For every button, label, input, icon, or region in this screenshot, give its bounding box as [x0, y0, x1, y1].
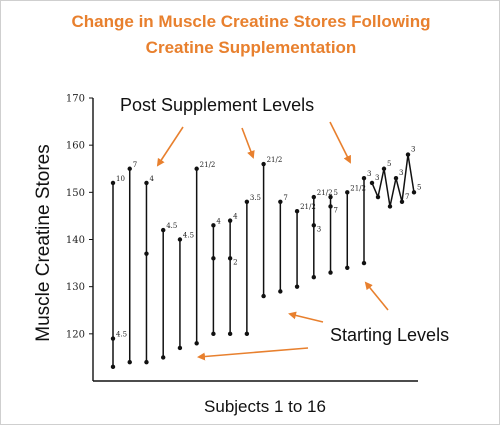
end-point [345, 190, 350, 195]
start-point [261, 293, 266, 299]
cluster-point [399, 199, 405, 204]
cluster-point [375, 194, 381, 200]
dose-label: 3 [367, 170, 371, 178]
cluster-point [387, 204, 393, 209]
dose-label: 4 [149, 175, 154, 183]
start-point [194, 341, 199, 346]
y-tick-label: 170 [66, 94, 85, 105]
arrow-post-1 [156, 126, 184, 167]
cluster-line [371, 154, 415, 207]
start-point [345, 265, 350, 270]
dose-label: 5 [387, 160, 391, 168]
start-point [161, 355, 166, 360]
intermediate-point [328, 204, 333, 209]
y-tick-label: 150 [66, 188, 85, 199]
intermediate-point [144, 251, 149, 256]
y-tick-label: 160 [66, 141, 85, 152]
y-ticks: 120 130 140 150 160 170 [66, 94, 93, 340]
arrow-start-2 [288, 311, 324, 323]
intermediate-point [311, 223, 316, 228]
dose-label: 21/2 [300, 203, 316, 211]
start-point [278, 289, 283, 294]
dose-label: 3.5 [250, 194, 261, 202]
y-tick-label: 140 [66, 235, 85, 246]
dose-label: 7 [133, 161, 137, 169]
dose-label: 7 [283, 194, 287, 202]
dose-label: 4.5 [183, 232, 194, 240]
cluster-point [411, 190, 417, 195]
start-point [177, 345, 183, 351]
annotation-starting-levels: Starting Levels [330, 325, 449, 345]
arrow-post-2 [241, 127, 255, 159]
end-point [110, 180, 116, 186]
end-point [361, 175, 367, 181]
end-point [194, 166, 199, 171]
dose-label: 2 [233, 258, 237, 266]
annotation-post-supplement: Post Supplement Levels [120, 95, 314, 115]
arrow-start-1 [197, 347, 309, 361]
dose-label: 3 [375, 174, 379, 182]
end-point [328, 194, 333, 200]
y-tick-label: 120 [66, 329, 85, 340]
start-point [328, 270, 333, 275]
intermediate-point [110, 336, 116, 341]
dose-label: 5 [334, 189, 338, 197]
cluster-point [393, 175, 399, 181]
end-point [278, 199, 283, 204]
end-point [144, 180, 149, 186]
dose-label: 21/2 [317, 189, 333, 197]
y-tick-label: 130 [66, 282, 85, 293]
cluster-point [369, 180, 375, 186]
end-point [161, 227, 166, 233]
arrow-post-3 [329, 121, 351, 164]
dose-label: 3 [399, 169, 403, 177]
start-point [144, 359, 149, 365]
end-point [294, 209, 300, 214]
start-point [361, 260, 367, 266]
dose-label: 3 [411, 146, 415, 154]
dose-label: 7 [405, 193, 409, 201]
arrow-start-3 [364, 281, 389, 311]
start-point [311, 275, 316, 280]
dose-label: 10 [116, 175, 125, 183]
start-point [211, 331, 216, 337]
dose-label: 7 [334, 206, 338, 214]
end-point [261, 161, 266, 167]
dose-label: 4 [233, 213, 238, 221]
end-point [177, 237, 183, 242]
start-point [127, 359, 132, 365]
start-point [227, 331, 233, 337]
end-point [311, 194, 316, 200]
intermediate-point [227, 256, 233, 261]
dose-label: 21/2 [350, 184, 366, 192]
x-axis-label: Subjects 1 to 16 [204, 397, 326, 416]
cluster-point [405, 152, 411, 157]
start-point [244, 331, 250, 337]
chart-title-line-2: Creatine Supplementation [145, 38, 357, 57]
dose-label: 4.5 [166, 222, 177, 230]
cluster-point [381, 166, 387, 171]
dose-label: 4.5 [116, 331, 127, 339]
end-point [211, 223, 216, 228]
dose-label: 21/2 [267, 156, 283, 164]
subject-lines: 104.5744.54.521/24423.521/2721/221/23572… [110, 156, 371, 370]
start-point [110, 364, 116, 370]
y-axis-label: Muscle Creatine Stores [33, 144, 54, 341]
intermediate-point [211, 256, 216, 261]
dose-label: 4 [216, 217, 221, 225]
end-point [244, 199, 250, 204]
chart-title-line-1: Change in Muscle Creatine Stores Followi… [71, 12, 431, 31]
dose-label: 21/2 [200, 161, 216, 169]
dose-label: 5 [417, 183, 421, 191]
start-point [294, 284, 300, 289]
end-point [227, 218, 233, 223]
end-point [127, 166, 132, 171]
dose-label: 3 [317, 225, 321, 233]
